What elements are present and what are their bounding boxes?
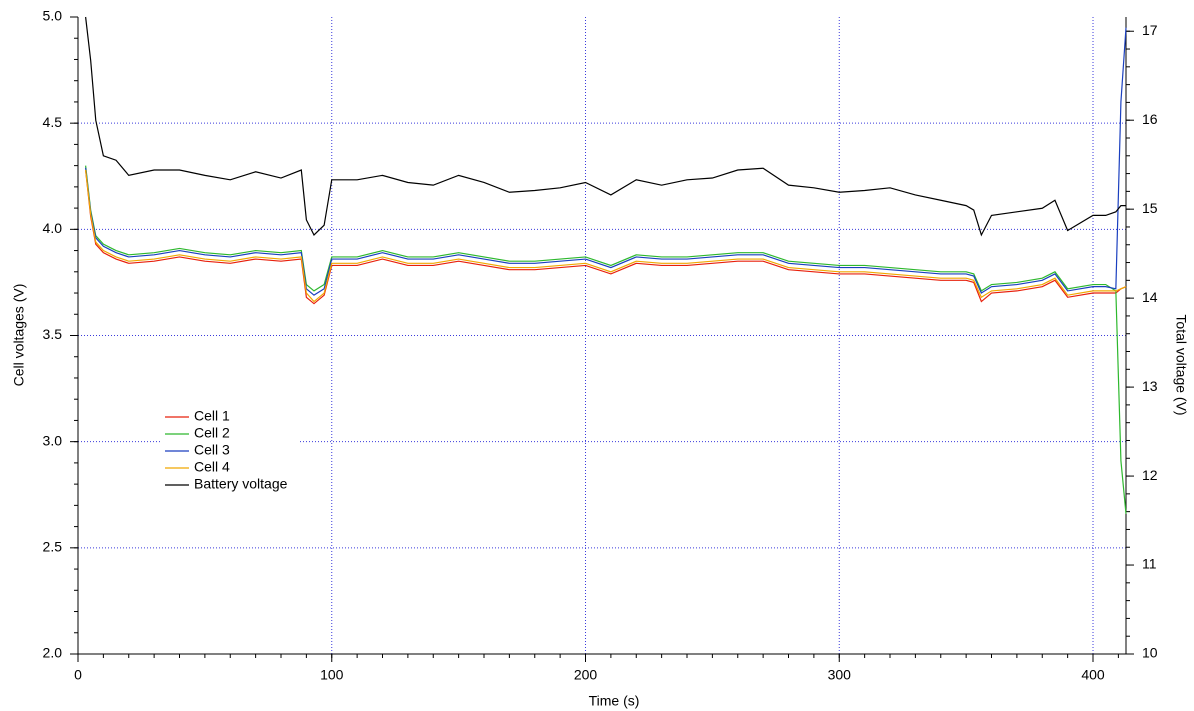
x-axis-label: Time (s) — [589, 693, 640, 709]
y-tick-label: 3.0 — [43, 432, 63, 448]
x-tick-label: 300 — [828, 667, 852, 683]
y2-tick-label: 15 — [1142, 200, 1158, 216]
legend-label: Cell 1 — [194, 408, 230, 424]
y-tick-label: 3.5 — [43, 326, 63, 342]
x-tick-label: 0 — [74, 667, 82, 683]
x-tick-label: 100 — [320, 667, 344, 683]
legend-label: Cell 4 — [194, 459, 230, 475]
legend-background — [160, 407, 300, 497]
y-tick-label: 4.5 — [43, 114, 63, 130]
y-tick-label: 4.0 — [43, 220, 63, 236]
legend-label: Cell 2 — [194, 425, 230, 441]
y2-tick-label: 16 — [1142, 111, 1158, 127]
y2-tick-label: 14 — [1142, 289, 1158, 305]
series-line — [85, 165, 1127, 514]
y2-tick-label: 13 — [1142, 378, 1158, 394]
y2-tick-label: 11 — [1142, 556, 1157, 572]
y2-tick-label: 12 — [1142, 467, 1158, 483]
y-tick-label: 2.0 — [43, 645, 63, 661]
x-tick-label: 400 — [1081, 667, 1105, 683]
y-tick-label: 5.0 — [43, 8, 63, 24]
y2-tick-label: 10 — [1142, 645, 1158, 661]
series-line — [85, 169, 1127, 303]
series-line — [85, 27, 1127, 296]
legend-label: Battery voltage — [194, 476, 288, 492]
series-line — [85, 16, 1126, 237]
y2-axis-label: Total voltage (V) — [1173, 314, 1189, 415]
y2-tick-label: 17 — [1142, 22, 1158, 38]
y-tick-label: 2.5 — [43, 539, 63, 555]
legend-label: Cell 3 — [194, 442, 230, 458]
y-axis-label: Cell voltages (V) — [11, 284, 27, 387]
x-tick-label: 200 — [574, 667, 598, 683]
series-line — [85, 169, 1127, 305]
